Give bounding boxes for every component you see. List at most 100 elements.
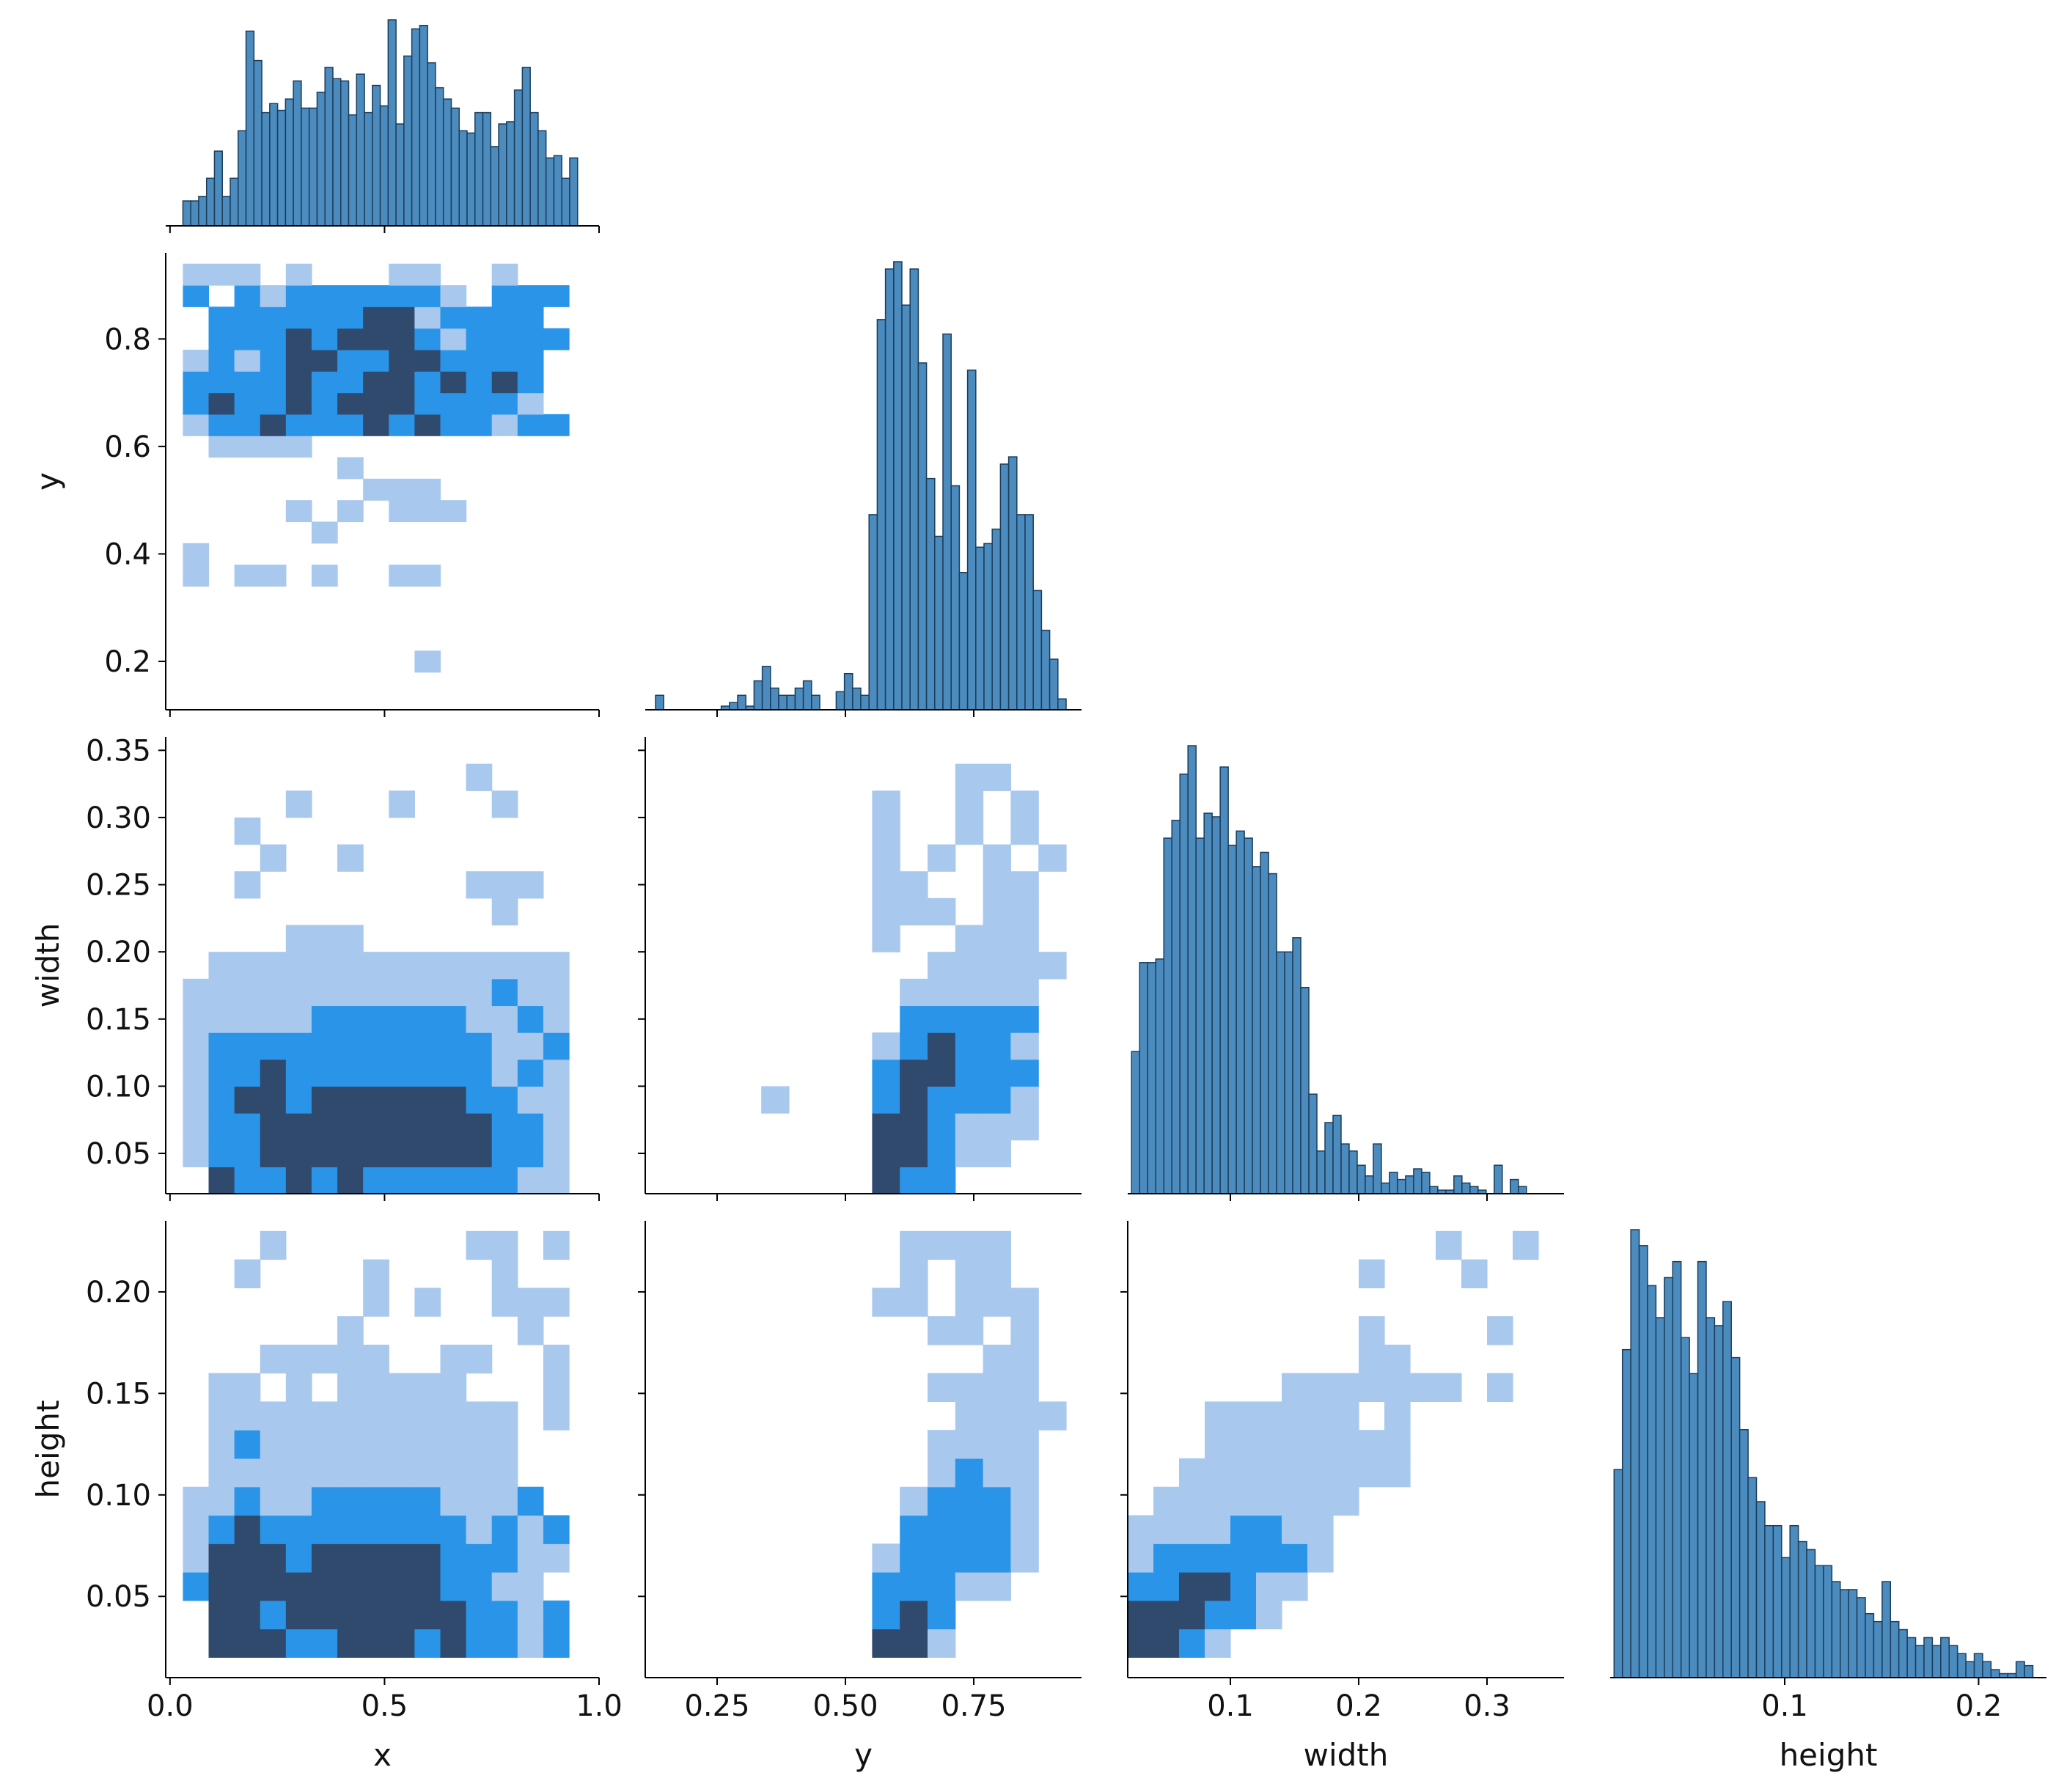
heatmap-cell (260, 306, 287, 329)
heatmap-cell (208, 1167, 235, 1194)
heatmap-cell (983, 1515, 1011, 1544)
hist-bar (1276, 951, 1285, 1194)
heatmap-cell (900, 1572, 928, 1601)
hist-bar (198, 196, 208, 227)
heatmap-cell (285, 263, 312, 286)
hist-bar (901, 304, 911, 710)
heatmap-cell (440, 952, 467, 980)
panel-x-vs-width: 0.05 0.10 0.15 0.20 0.25 0.30 0.35 (86, 734, 600, 1201)
heatmap-cell (928, 1628, 956, 1658)
heatmap-cell (983, 1401, 1011, 1431)
heatmap-cell (183, 371, 210, 394)
panel-height-vs-height: 0.1 0.2 (1610, 1229, 2046, 1723)
heatmap-cell (183, 1515, 210, 1544)
hist-bar (553, 155, 562, 227)
heatmap-cell (260, 1005, 287, 1033)
heatmap-cell (1010, 925, 1039, 952)
heatmap-cell (363, 392, 389, 415)
heatmap-cell (389, 414, 415, 436)
hist-bar (276, 109, 287, 227)
heatmap-cell (389, 1113, 415, 1141)
hist-bar (729, 702, 738, 710)
heatmap-cell (517, 1086, 544, 1114)
y-axis-label-width: width (30, 923, 66, 1008)
heatmap-cell (337, 1344, 364, 1374)
heatmap-cell (491, 1628, 518, 1658)
heatmap-cell (1282, 1401, 1308, 1431)
heatmap-cell (208, 978, 235, 1007)
heatmap-cell (517, 1600, 544, 1630)
heatmap-cell (363, 978, 389, 1007)
heatmap-cell (389, 1032, 415, 1060)
heatmap-cell (183, 1032, 210, 1060)
heatmap-cell (311, 414, 338, 436)
heatmap-cell (1010, 1288, 1039, 1317)
hist-bar (1518, 1186, 1527, 1194)
heatmap-cell (928, 1005, 956, 1033)
heatmap-cell (1487, 1316, 1513, 1345)
heatmap-cell (466, 978, 493, 1007)
heatmap-cell (1128, 1628, 1154, 1658)
heatmap-cell (311, 1486, 338, 1516)
heatmap-cell (234, 1600, 261, 1630)
hist-bar (1365, 1175, 1374, 1194)
heatmap-cell (260, 414, 287, 436)
heatmap-cell (543, 1032, 570, 1060)
heatmap-cell (1010, 1086, 1039, 1114)
hist-bar (466, 132, 476, 227)
hist-bar (1308, 1093, 1318, 1194)
heatmap-cell (183, 543, 210, 565)
hist-bar (1244, 837, 1253, 1194)
hist-bar (802, 680, 812, 710)
heatmap-cell (983, 1572, 1011, 1601)
heatmap-cell (183, 1113, 210, 1141)
heatmap-cell (208, 1059, 235, 1087)
heatmap-cell (311, 306, 338, 329)
hist-bar (1413, 1168, 1422, 1194)
y-axis-label-height: height (30, 1400, 66, 1499)
heatmap-cell (337, 1086, 364, 1114)
heatmap-cell (208, 1486, 235, 1516)
heatmap-cell (491, 284, 518, 307)
hist-bar (1195, 837, 1205, 1194)
heatmap-cell (414, 1032, 441, 1060)
heatmap-cell (928, 1458, 956, 1488)
heatmap-cell (363, 1430, 389, 1459)
heatmap-cell (955, 1139, 984, 1167)
hist-bar (1007, 456, 1018, 710)
heatmap-cell (872, 1167, 900, 1194)
heatmap-cell (1010, 871, 1039, 899)
heatmap-cell (285, 1086, 312, 1114)
heatmap-cell (1038, 952, 1067, 980)
heatmap-cell (363, 478, 389, 501)
heatmap-cell (1461, 1259, 1488, 1288)
heatmap-cell (414, 1086, 441, 1114)
heatmap-cell (955, 1401, 984, 1431)
heatmap-cell (928, 1230, 956, 1260)
y-tick-label: 0.6 (104, 430, 151, 464)
heatmap-cell (983, 1458, 1011, 1488)
hist-bar (1024, 514, 1034, 710)
heatmap-cell (1010, 1543, 1039, 1573)
heatmap-cell (517, 306, 544, 329)
heatmap-cell (414, 1373, 441, 1403)
heatmap-cell (517, 952, 544, 980)
heatmap-cell (440, 371, 467, 394)
hist-bar (1865, 1612, 1875, 1678)
hist-bar (205, 177, 216, 227)
heatmap-cell (1436, 1373, 1462, 1403)
heatmap-cell (900, 978, 928, 1007)
heatmap-cell (491, 1032, 518, 1060)
hist-bar (1831, 1581, 1841, 1678)
heatmap-cell (285, 952, 312, 980)
hist-bar (753, 680, 763, 710)
heatmap-cell (414, 328, 441, 350)
heatmap-cell (872, 1032, 900, 1060)
hist-bar (1722, 1301, 1732, 1678)
heatmap-cell (389, 1005, 415, 1033)
heatmap-cell (1282, 1430, 1308, 1459)
heatmap-cell (1179, 1486, 1205, 1516)
heatmap-cell (414, 1059, 441, 1087)
heatmap-cell (928, 1032, 956, 1060)
hist-bar (1965, 1661, 1975, 1678)
